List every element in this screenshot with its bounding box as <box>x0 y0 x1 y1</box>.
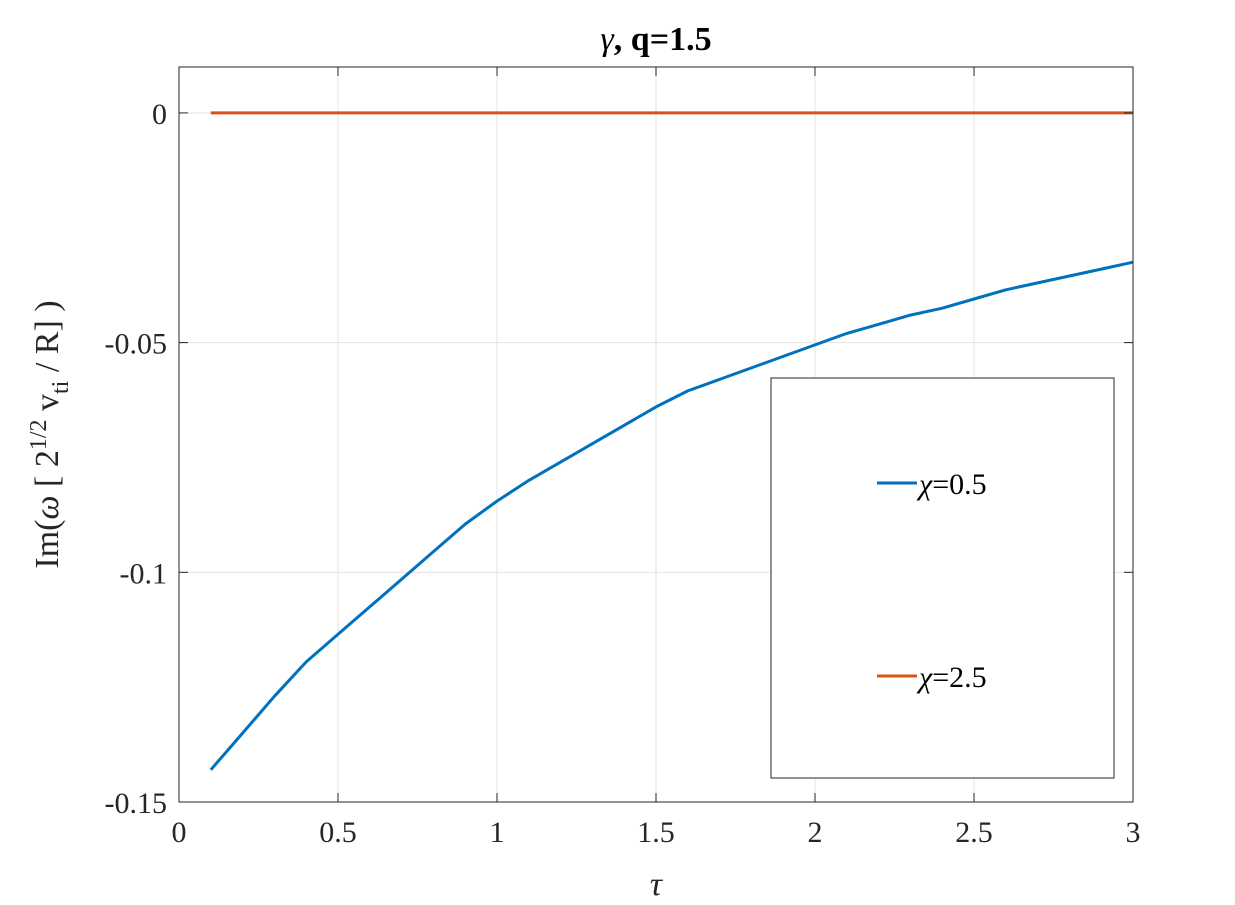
chart-title-greek: γ <box>600 21 615 58</box>
series-line-0 <box>209 260 1134 771</box>
y-label-prefix: Im( <box>29 520 66 569</box>
y-tick-label: 0 <box>152 98 167 131</box>
legend-label-chi-0-5-text: =0.5 <box>932 468 986 501</box>
legend-label-chi-0-5: χ=0.5 <box>916 468 987 501</box>
x-tick-label: 2 <box>808 816 823 849</box>
y-label-exponent: 1/2 <box>26 420 52 451</box>
legend-label-chi-2-5-greek: χ <box>916 661 933 694</box>
legend-label-chi-2-5-text: =2.5 <box>932 661 986 694</box>
legend-label-chi-2-5: χ=2.5 <box>916 661 987 694</box>
y-tick-label: -0.05 <box>105 328 168 361</box>
chart-title: γ, q=1.5 <box>600 21 711 58</box>
y-label-subscript: ti <box>48 380 74 394</box>
x-tick-label: 1 <box>490 816 505 849</box>
ticks: 0 0.5 1 1.5 2 2.5 3 0 -0.05 -0.1 -0.15 <box>105 67 1141 849</box>
y-label-rest: / R] ) <box>29 300 66 380</box>
legend-box <box>770 377 1115 779</box>
y-label-v: v <box>29 394 66 420</box>
x-tick-label: 1.5 <box>637 816 675 849</box>
x-tick-label: 2.5 <box>955 816 993 849</box>
y-label-bracket: [ 2 <box>29 450 66 495</box>
y-tick-label: -0.1 <box>120 557 168 590</box>
x-tick-label: 0 <box>172 816 187 849</box>
y-label-omega: ω <box>29 496 66 520</box>
legend-label-chi-0-5-greek: χ <box>916 468 933 501</box>
x-tick-label: 0.5 <box>319 816 357 849</box>
legend: χ=0.5 χ=2.5 <box>770 377 1115 779</box>
x-axis-label: τ <box>650 866 664 903</box>
y-axis-label: Im(ω [ 21/2 vti / R] ) <box>26 300 74 568</box>
y-tick-label: -0.15 <box>105 787 168 820</box>
series-layer <box>209 111 1134 771</box>
x-tick-label: 3 <box>1126 816 1141 849</box>
chart-title-text: , q=1.5 <box>614 21 712 58</box>
